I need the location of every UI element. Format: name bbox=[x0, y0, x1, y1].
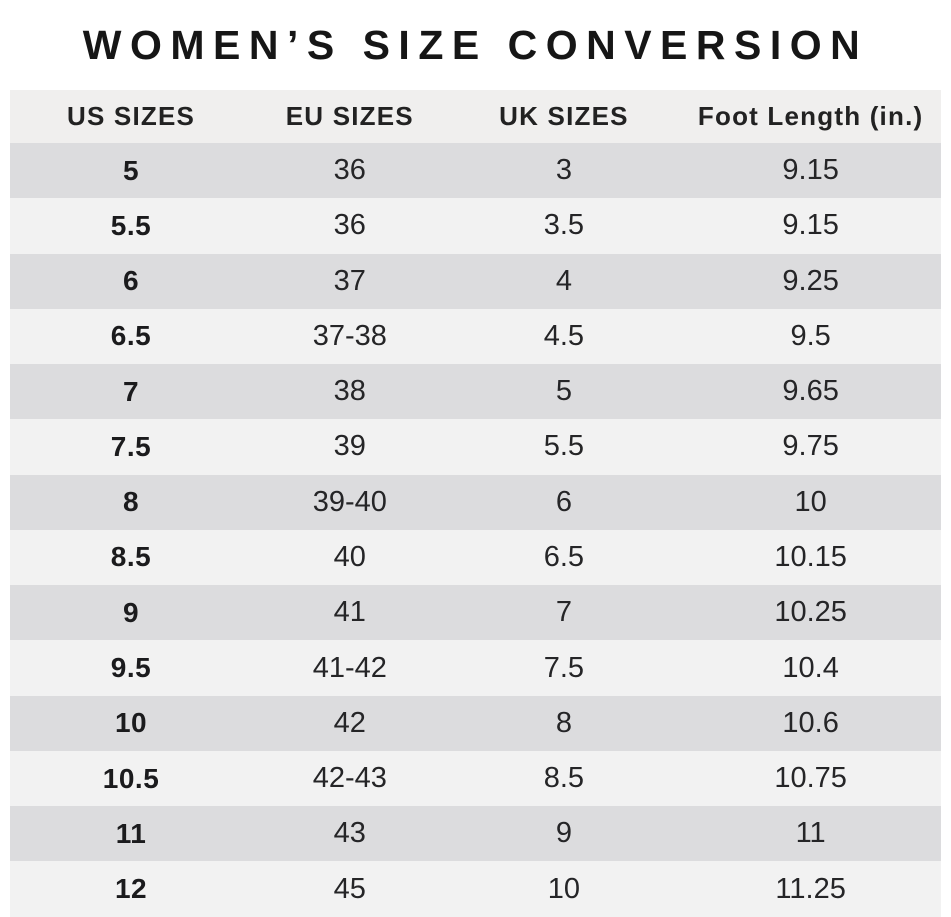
uk-size-cell: 4 bbox=[555, 264, 572, 297]
uk-size-cell: 7 bbox=[555, 596, 572, 629]
table-row: 5 36 3 9.15 bbox=[10, 143, 941, 199]
us-size-cell: 7 bbox=[122, 375, 140, 407]
eu-size-cell: 39 bbox=[333, 430, 366, 463]
table-body: 5 36 3 9.15 5.5 36 3.5 9.15 6 37 4 9.25 6.5 37-38 4.5 9… bbox=[10, 143, 941, 917]
uk-size-cell: 3.5 bbox=[543, 209, 585, 242]
page-title: WOMEN’S SIZE CONVERSION bbox=[82, 21, 869, 68]
foot-length-cell: 11 bbox=[795, 817, 826, 850]
uk-size-cell: 4.5 bbox=[543, 319, 585, 352]
eu-size-cell: 42 bbox=[333, 706, 366, 739]
eu-size-cell: 38 bbox=[333, 375, 366, 408]
uk-size-cell: 8 bbox=[555, 706, 572, 739]
eu-size-cell: 40 bbox=[333, 540, 366, 573]
eu-size-cell: 39-40 bbox=[312, 485, 387, 518]
table-row: 8 39-40 6 10 bbox=[10, 474, 941, 530]
us-size-cell: 8 bbox=[122, 486, 140, 518]
table-row: 9 41 7 10.25 bbox=[10, 585, 941, 641]
eu-size-cell: 37 bbox=[333, 264, 366, 297]
table-row: 12 45 10 11.25 bbox=[10, 861, 941, 917]
foot-length-cell: 10.25 bbox=[774, 596, 847, 629]
uk-size-cell: 6 bbox=[555, 485, 572, 518]
column-header-uk: UK SIZES bbox=[499, 101, 629, 131]
table-row: 10 42 8 10.6 bbox=[10, 695, 941, 751]
foot-length-cell: 9.15 bbox=[782, 209, 839, 242]
us-size-cell: 7.5 bbox=[110, 430, 152, 462]
foot-length-cell: 10.75 bbox=[774, 762, 847, 795]
foot-length-cell: 10.4 bbox=[782, 651, 839, 684]
table-row: 10.5 42-43 8.5 10.75 bbox=[10, 750, 941, 807]
foot-length-cell: 9.15 bbox=[782, 154, 839, 187]
foot-length-cell: 10.15 bbox=[774, 540, 847, 573]
foot-length-cell: 9.65 bbox=[782, 375, 839, 408]
foot-length-cell: 9.25 bbox=[782, 264, 839, 297]
table-row: 5.5 36 3.5 9.15 bbox=[10, 198, 941, 254]
column-header-eu: EU SIZES bbox=[285, 101, 414, 131]
us-size-cell: 6.5 bbox=[110, 320, 152, 352]
title-area: WOMEN’S SIZE CONVERSION bbox=[0, 0, 951, 90]
us-size-cell: 5.5 bbox=[110, 209, 152, 241]
us-size-cell: 8.5 bbox=[110, 541, 152, 573]
uk-size-cell: 5.5 bbox=[543, 430, 585, 463]
uk-size-cell: 8.5 bbox=[543, 762, 585, 795]
uk-size-cell: 5 bbox=[555, 375, 572, 408]
uk-size-cell: 6.5 bbox=[543, 540, 585, 573]
uk-size-cell: 3 bbox=[555, 154, 572, 187]
foot-length-cell: 9.75 bbox=[782, 430, 839, 463]
table-header-row: US SIZES EU SIZES UK SIZES Foot Length (in.… bbox=[10, 90, 941, 143]
table-row: 8.5 40 6.5 10.15 bbox=[10, 529, 941, 586]
eu-size-cell: 37-38 bbox=[312, 319, 387, 352]
eu-size-cell: 41-42 bbox=[312, 651, 387, 684]
table-row: 9.5 41-42 7.5 10.4 bbox=[10, 640, 941, 696]
eu-size-cell: 42-43 bbox=[312, 762, 387, 795]
us-size-cell: 5 bbox=[122, 154, 140, 186]
us-size-cell: 12 bbox=[114, 873, 148, 905]
uk-size-cell: 7.5 bbox=[543, 651, 585, 684]
uk-size-cell: 10 bbox=[547, 872, 581, 905]
table-row: 11 43 9 11 bbox=[10, 806, 941, 862]
table-row: 6 37 4 9.25 bbox=[10, 253, 941, 309]
us-size-cell: 9.5 bbox=[110, 652, 152, 684]
foot-length-cell: 10.6 bbox=[782, 706, 839, 739]
foot-length-cell: 9.5 bbox=[790, 319, 831, 352]
eu-size-cell: 43 bbox=[333, 817, 366, 850]
eu-size-cell: 36 bbox=[333, 154, 366, 187]
column-header-us: US SIZES bbox=[66, 101, 196, 131]
us-size-cell: 9 bbox=[122, 596, 140, 628]
eu-size-cell: 36 bbox=[333, 209, 366, 242]
eu-size-cell: 45 bbox=[333, 872, 366, 905]
us-size-cell: 11 bbox=[115, 817, 147, 849]
table-row: 6.5 37-38 4.5 9.5 bbox=[10, 308, 941, 365]
foot-length-cell: 10 bbox=[794, 485, 827, 518]
column-header-foot-length: Foot Length (in.) bbox=[697, 101, 924, 131]
table-row: 7.5 39 5.5 9.75 bbox=[10, 419, 941, 475]
table-row: 7 38 5 9.65 bbox=[10, 364, 941, 420]
size-conversion-table: US SIZES EU SIZES UK SIZES Foot Length (in.… bbox=[10, 90, 941, 917]
eu-size-cell: 41 bbox=[333, 596, 366, 629]
foot-length-cell: 11.25 bbox=[775, 872, 846, 905]
us-size-cell: 10 bbox=[114, 707, 148, 739]
uk-size-cell: 9 bbox=[555, 817, 572, 850]
us-size-cell: 10.5 bbox=[102, 762, 160, 794]
us-size-cell: 6 bbox=[122, 265, 140, 297]
